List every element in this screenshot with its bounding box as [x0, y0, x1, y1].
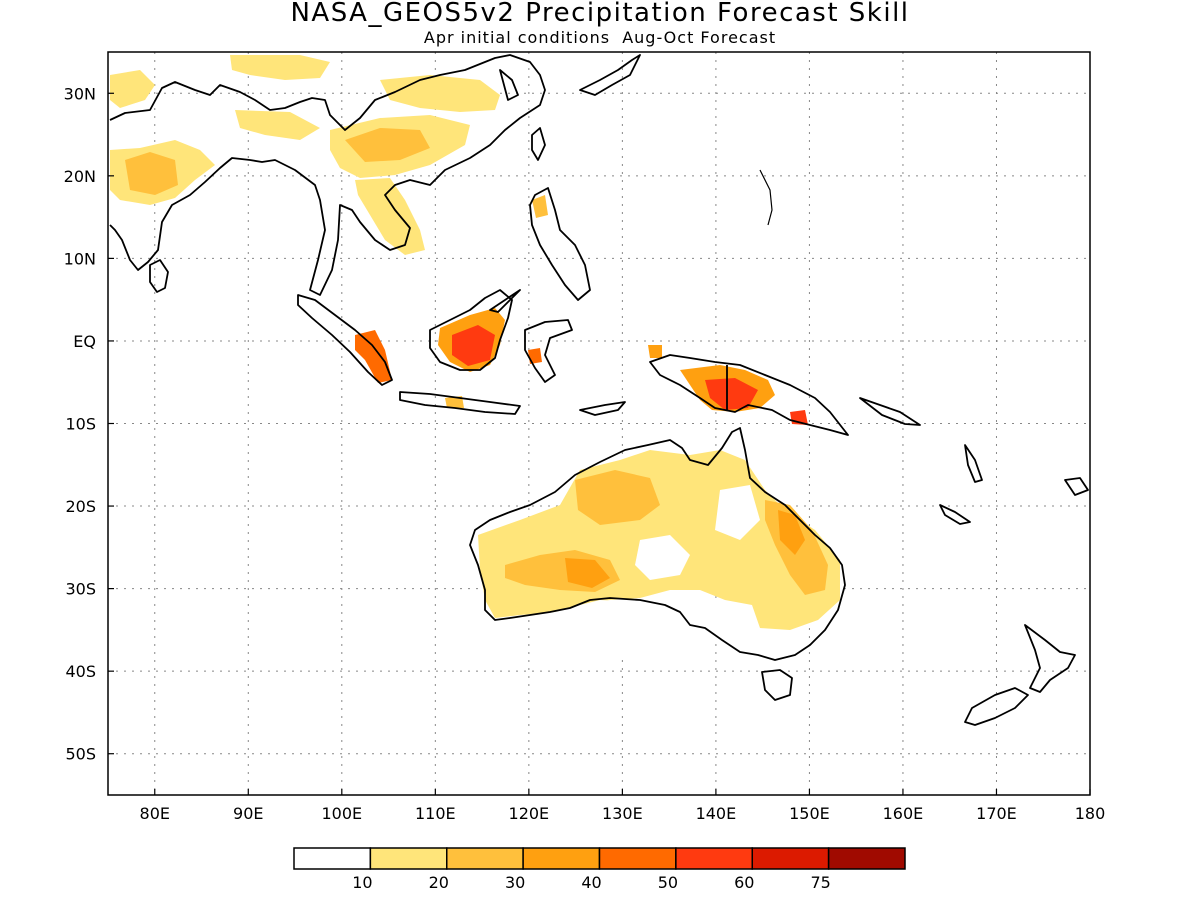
lon-tick-label: 110E — [415, 804, 456, 823]
lon-tick-label: 160E — [883, 804, 924, 823]
skill-region-australia-east-core — [778, 510, 805, 555]
coastline-vanuatu — [964, 444, 983, 483]
coastline-mariana — [759, 169, 773, 226]
colorbar-swatch — [446, 847, 524, 870]
lat-tick-label: EQ — [73, 332, 96, 351]
coastline-sri-lanka — [149, 259, 169, 293]
skill-region-new-guinea-core — [705, 378, 758, 410]
map-title: NASA_GEOS5v2 Precipitation Forecast Skil… — [290, 0, 910, 28]
coastline-solomon — [859, 397, 921, 426]
skill-region-australia-gap-1 — [715, 485, 760, 540]
lon-tick-label: 180 — [1075, 804, 1106, 823]
skill-region-borneo-core — [452, 325, 495, 366]
coastline-nz-south — [964, 687, 1029, 726]
coastline-asia — [109, 54, 546, 296]
lon-tick-label: 140E — [696, 804, 737, 823]
lon-tick-label: 120E — [509, 804, 550, 823]
colorbar-label: 40 — [581, 873, 601, 892]
coastline-taiwan — [531, 127, 546, 161]
skill-region-himalaya — [235, 110, 320, 140]
coastline-australia — [469, 427, 846, 661]
map-subtitle: Apr initial conditions Aug-Oct Forecast — [423, 28, 777, 47]
skill-region-australia-nw — [575, 470, 660, 525]
lon-tick-label: 100E — [321, 804, 362, 823]
lon-tick-label: 90E — [233, 804, 263, 823]
colorbar-swatch — [751, 847, 830, 870]
coastline-nz-north — [1024, 624, 1076, 693]
lat-tick-label: 30N — [64, 84, 96, 103]
colorbar-swatch — [522, 847, 601, 870]
coastline-korea — [499, 69, 519, 101]
colorbar-label: 10 — [352, 873, 372, 892]
colorbar-label: 75 — [810, 873, 830, 892]
skill-region-sulawesi — [528, 348, 542, 364]
colorbar-swatch — [293, 847, 372, 870]
skill-region-china-south-core — [345, 128, 430, 162]
colorbar-label: 30 — [505, 873, 525, 892]
colorbar-label: 60 — [734, 873, 754, 892]
skill-region-halmahera — [648, 345, 662, 358]
lat-tick-label: 40S — [65, 662, 96, 681]
colorbar-swatch — [598, 847, 677, 870]
skill-region-tibet — [230, 55, 330, 80]
lat-tick-label: 30S — [65, 580, 96, 599]
colorbar-swatch — [369, 847, 448, 870]
colorbar-swatch — [827, 847, 906, 870]
skill-region-australia-central-core — [565, 558, 610, 588]
map-grid — [108, 52, 1090, 795]
skill-region-india-core — [125, 152, 178, 195]
longitude-ticks: 80E 90E 100E 110E 120E 130E 140E 150E 160E 170E 18… — [140, 789, 1106, 823]
latitude-ticks: 30N 20N 10N EQ 10S 20S 30S 40S 50S — [64, 84, 114, 764]
skill-region-australia-gap-2 — [635, 535, 690, 580]
coastline-new-guinea — [649, 354, 849, 436]
coastline-new-caledonia — [939, 504, 971, 525]
colorbar-label: 50 — [658, 873, 678, 892]
colorbar-label: 20 — [429, 873, 449, 892]
colorbar-swatch — [675, 847, 753, 870]
skill-region-philippines — [532, 195, 548, 218]
coastline-philippines — [529, 187, 591, 301]
skill-region-australia-gap-3 — [560, 595, 740, 658]
skill-shading — [110, 55, 840, 658]
skill-region-java — [445, 396, 464, 408]
coastlines — [109, 54, 1089, 726]
skill-region-west-asia — [110, 70, 155, 108]
coastline-fiji — [1064, 477, 1089, 496]
coastline-sulawesi — [524, 319, 573, 383]
colorbar: 10 20 30 40 50 60 75 — [293, 847, 906, 892]
coastline-palawan — [489, 289, 521, 313]
lon-tick-label: 150E — [789, 804, 830, 823]
coastline-java — [399, 391, 521, 415]
coastline-timor — [579, 401, 626, 416]
skill-region-sumatra — [355, 330, 392, 383]
lat-tick-label: 20S — [65, 497, 96, 516]
lat-tick-label: 20N — [64, 167, 96, 186]
coastline-tasmania — [761, 669, 793, 701]
lat-tick-label: 50S — [65, 745, 96, 764]
lon-tick-label: 170E — [976, 804, 1017, 823]
lon-tick-label: 130E — [602, 804, 643, 823]
lat-tick-label: 10S — [65, 415, 96, 434]
skill-region-china-north — [380, 75, 500, 112]
coastline-sumatra — [297, 294, 393, 386]
plot-frame — [107, 51, 1091, 796]
coastline-japan — [579, 54, 641, 96]
coastline-borneo — [429, 289, 513, 371]
lon-tick-label: 80E — [140, 804, 170, 823]
lat-tick-label: 10N — [64, 249, 96, 268]
